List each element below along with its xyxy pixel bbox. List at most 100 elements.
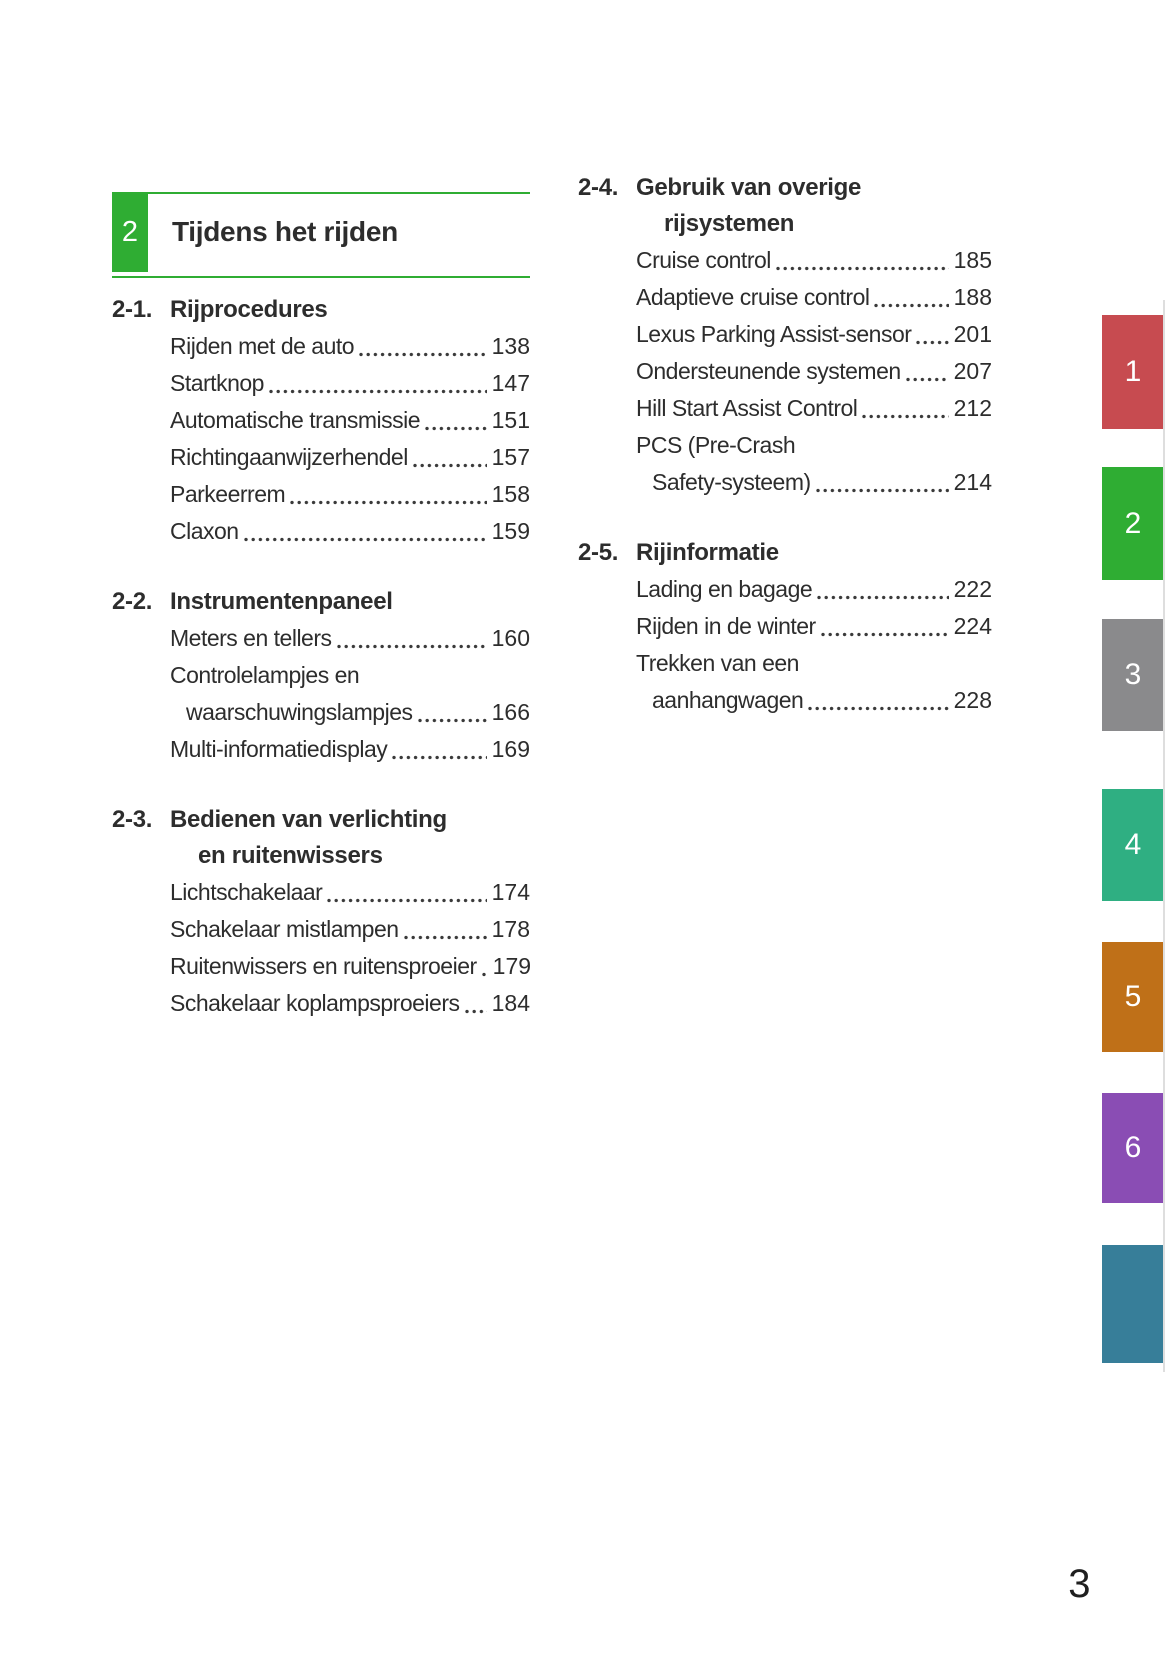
entry-label: Lading en bagage	[636, 576, 813, 602]
entry-page-number: 138	[491, 333, 530, 359]
toc-entry[interactable]: Claxon 159	[112, 513, 530, 550]
toc-section: 2-1. Rijprocedures Rijden met de auto 138 St…	[112, 292, 530, 550]
entry-page-number: 201	[953, 321, 992, 347]
toc-entry[interactable]: Richtingaanwijzerhendel 157	[112, 439, 530, 476]
section-heading: 2-3. Bedienen van verlichting en ruitenwis…	[112, 802, 530, 874]
section-number: 2-1.	[112, 296, 153, 323]
dot-leader	[417, 718, 487, 723]
toc-entry[interactable]: Rijden met de auto 138	[112, 328, 530, 365]
side-tab-label: 1	[1124, 355, 1142, 388]
toc-section: 2-3. Bedienen van verlichting en ruitenwis…	[112, 802, 532, 1022]
entry-page-number: 160	[491, 625, 530, 651]
dot-leader	[815, 488, 949, 493]
entry-label: aanhangwagen	[652, 687, 804, 713]
side-tab-1[interactable]: 1	[1102, 315, 1164, 429]
entry-label: Adaptieve cruise control	[636, 284, 870, 310]
entry-label: PCS (Pre-Crash	[636, 432, 796, 458]
section-heading: 2-4. Gebruik van overige rijsystemen	[578, 170, 992, 242]
side-tab-label: 3	[1124, 658, 1142, 691]
entry-row: aanhangwagen 228	[636, 682, 992, 719]
toc-entry[interactable]: Meters en tellers 160	[112, 620, 530, 657]
dot-leader	[481, 972, 488, 977]
entry-page-number: 222	[953, 576, 992, 602]
toc-entry[interactable]: Multi-informatiedisplay 169	[112, 731, 530, 768]
toc-entry[interactable]: Lexus Parking Assist-sensor 201	[578, 316, 992, 353]
entry-page-number: 214	[953, 469, 992, 495]
section-title: Rijprocedures	[170, 292, 530, 328]
section-entries: Meters en tellers 160 Controlelampjes en wa…	[112, 620, 530, 768]
side-tab[interactable]	[1102, 1245, 1164, 1363]
chapter-number-badge: 2	[112, 192, 148, 272]
entry-label: Multi-informatiedisplay	[170, 736, 388, 762]
entry-row: Rijden in de winter 224	[636, 608, 992, 645]
entry-page-number: 185	[953, 247, 992, 273]
dot-leader	[820, 632, 949, 637]
chapter-number: 2	[121, 215, 139, 248]
chapter-header: 2 Tijdens het rijden	[112, 192, 530, 278]
toc-entry[interactable]: Hill Start Assist Control 212	[578, 390, 992, 427]
dot-leader	[336, 644, 487, 649]
dot-leader	[862, 414, 949, 419]
toc-entry[interactable]: Ondersteunende systemen 207	[578, 353, 992, 390]
entry-page-number: 207	[953, 358, 992, 384]
section-number: 2-4.	[578, 174, 619, 201]
entry-label: Parkeerrem	[170, 481, 286, 507]
toc-entry[interactable]: Cruise control 185	[578, 242, 992, 279]
entry-label: Automatische transmissie	[170, 407, 421, 433]
entry-page-number: 179	[492, 953, 532, 979]
entry-row: Claxon 159	[170, 513, 530, 550]
toc-entry[interactable]: Adaptieve cruise control 188	[578, 279, 992, 316]
section-title: Rijinformatie	[636, 535, 992, 571]
entry-label: Claxon	[170, 518, 239, 544]
toc-entry[interactable]: Startknop 147	[112, 365, 530, 402]
entry-label: Rijden met de auto	[170, 333, 355, 359]
entry-row: Lading en bagage 222	[636, 571, 992, 608]
entry-label: Lichtschakelaar	[170, 879, 323, 905]
entry-row: Hill Start Assist Control 212	[636, 390, 992, 427]
side-tab-4[interactable]: 4	[1102, 789, 1164, 901]
side-tab-label: 2	[1124, 506, 1142, 540]
toc-entry[interactable]: Ruitenwissers en ruitensproeier 179	[112, 948, 532, 985]
toc-entry[interactable]: Schakelaar koplampsproeiers 184	[112, 985, 530, 1022]
side-tab-label: 5	[1124, 980, 1142, 1013]
toc-section: 2-2. Instrumentenpaneel Meters en tellers 1…	[112, 584, 530, 768]
entry-page-number: 157	[491, 444, 530, 470]
toc-entry[interactable]: PCS (Pre-Crash Safety-systeem) 214	[578, 427, 992, 501]
entry-row: Schakelaar mistlampen 178	[170, 911, 530, 948]
entry-label: Hill Start Assist Control	[636, 395, 858, 421]
toc-entry[interactable]: Controlelampjes en waarschuwingslampjes 16…	[112, 657, 530, 731]
entry-page-number: 169	[491, 736, 530, 762]
dot-leader	[392, 755, 487, 760]
section-title-line: Bedienen van verlichting	[170, 806, 447, 833]
side-tab-6[interactable]: 6	[1102, 1093, 1164, 1203]
entry-label: Trekken van een	[636, 650, 799, 676]
dot-leader	[268, 389, 487, 394]
section-entries: Rijden met de auto 138 Startknop 147 Automat…	[112, 328, 530, 550]
section-title-line: Rijprocedures	[170, 296, 328, 323]
toc-entry[interactable]: Lichtschakelaar 174	[112, 874, 530, 911]
entry-label: Startknop	[170, 370, 264, 396]
section-number: 2-5.	[578, 539, 619, 566]
entry-page-number: 159	[491, 518, 530, 544]
entry-row: Automatische transmissie 151	[170, 402, 530, 439]
toc-entry[interactable]: Rijden in de winter 224	[578, 608, 992, 645]
section-heading: 2-2. Instrumentenpaneel	[112, 584, 530, 620]
section-number: 2-2.	[112, 588, 153, 615]
side-tab-5[interactable]: 5	[1102, 942, 1164, 1052]
toc-entry[interactable]: Parkeerrem 158	[112, 476, 530, 513]
entry-label: Schakelaar mistlampen	[170, 916, 399, 942]
section-entries: Cruise control 185 Adaptieve cruise contro…	[578, 242, 992, 501]
side-tab-3[interactable]: 3	[1102, 619, 1164, 731]
toc-entry[interactable]: Lading en bagage 222	[578, 571, 992, 608]
section-entries: Lading en bagage 222 Rijden in de winter 22…	[578, 571, 992, 719]
dot-leader	[359, 352, 487, 357]
toc-entry[interactable]: Automatische transmissie 151	[112, 402, 530, 439]
side-tab-2[interactable]: 2	[1102, 467, 1164, 580]
toc-entry[interactable]: Schakelaar mistlampen 178	[112, 911, 530, 948]
entry-page-number: 184	[491, 990, 530, 1016]
section-title-line: rijsystemen	[664, 210, 795, 237]
entry-row: Meters en tellers 160	[170, 620, 530, 657]
section-title-line: Instrumentenpaneel	[170, 588, 393, 615]
toc-entry[interactable]: Trekken van een aanhangwagen 228	[578, 645, 992, 719]
entry-row: Lexus Parking Assist-sensor 201	[636, 316, 992, 353]
